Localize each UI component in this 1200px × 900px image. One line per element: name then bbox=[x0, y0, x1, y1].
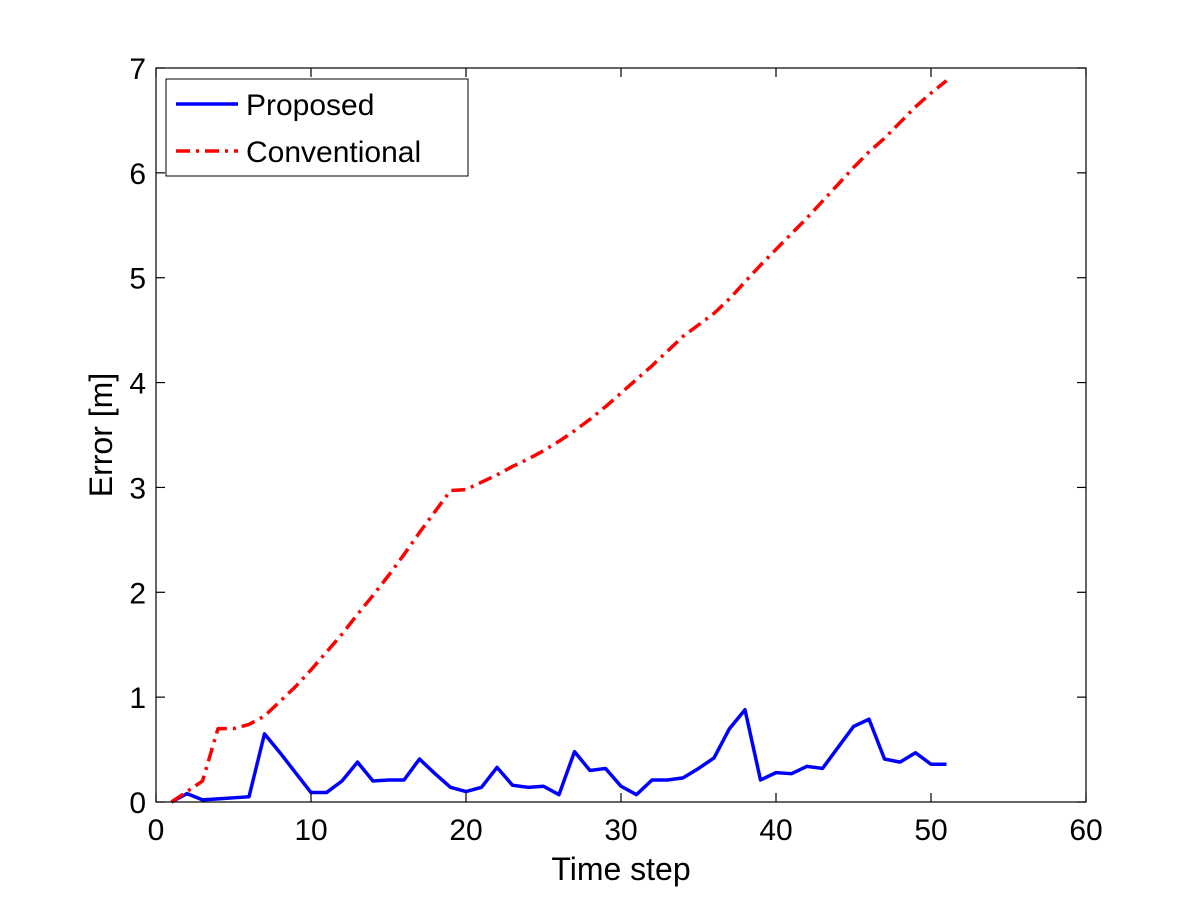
y-tick-label: 7 bbox=[129, 53, 146, 86]
plot-area-frame bbox=[155, 67, 1087, 803]
x-tick-label: 50 bbox=[914, 814, 947, 847]
x-tick-label: 30 bbox=[604, 814, 637, 847]
x-tick-label: 10 bbox=[294, 814, 327, 847]
series-layer bbox=[170, 79, 948, 804]
y-tick-label: 5 bbox=[129, 263, 146, 296]
x-tick-label: 60 bbox=[1069, 814, 1102, 847]
legend-label-proposed: Proposed bbox=[246, 89, 374, 122]
y-tick-label: 6 bbox=[129, 158, 146, 191]
y-tick-label: 3 bbox=[129, 472, 146, 505]
x-tick-label: 0 bbox=[148, 814, 165, 847]
y-tick-label: 0 bbox=[129, 787, 146, 820]
y-axis-label: Error [m] bbox=[83, 373, 119, 497]
tick-layer: 0 10 20 30 40 50 60 0 1 2 3 4 5 6 7 bbox=[129, 53, 1102, 847]
series-line-proposed bbox=[170, 707, 947, 804]
legend: Proposed Conventional bbox=[165, 78, 469, 177]
x-axis-label: Time step bbox=[551, 851, 690, 887]
legend-label-conventional: Conventional bbox=[246, 136, 421, 169]
x-tick-label: 20 bbox=[449, 814, 482, 847]
legend-box bbox=[165, 78, 469, 177]
y-tick-label: 4 bbox=[129, 368, 146, 401]
x-tick-label: 40 bbox=[759, 814, 792, 847]
y-tick-label: 1 bbox=[129, 682, 146, 715]
y-tick-label: 2 bbox=[129, 577, 146, 610]
series-line-conventional bbox=[170, 79, 948, 804]
